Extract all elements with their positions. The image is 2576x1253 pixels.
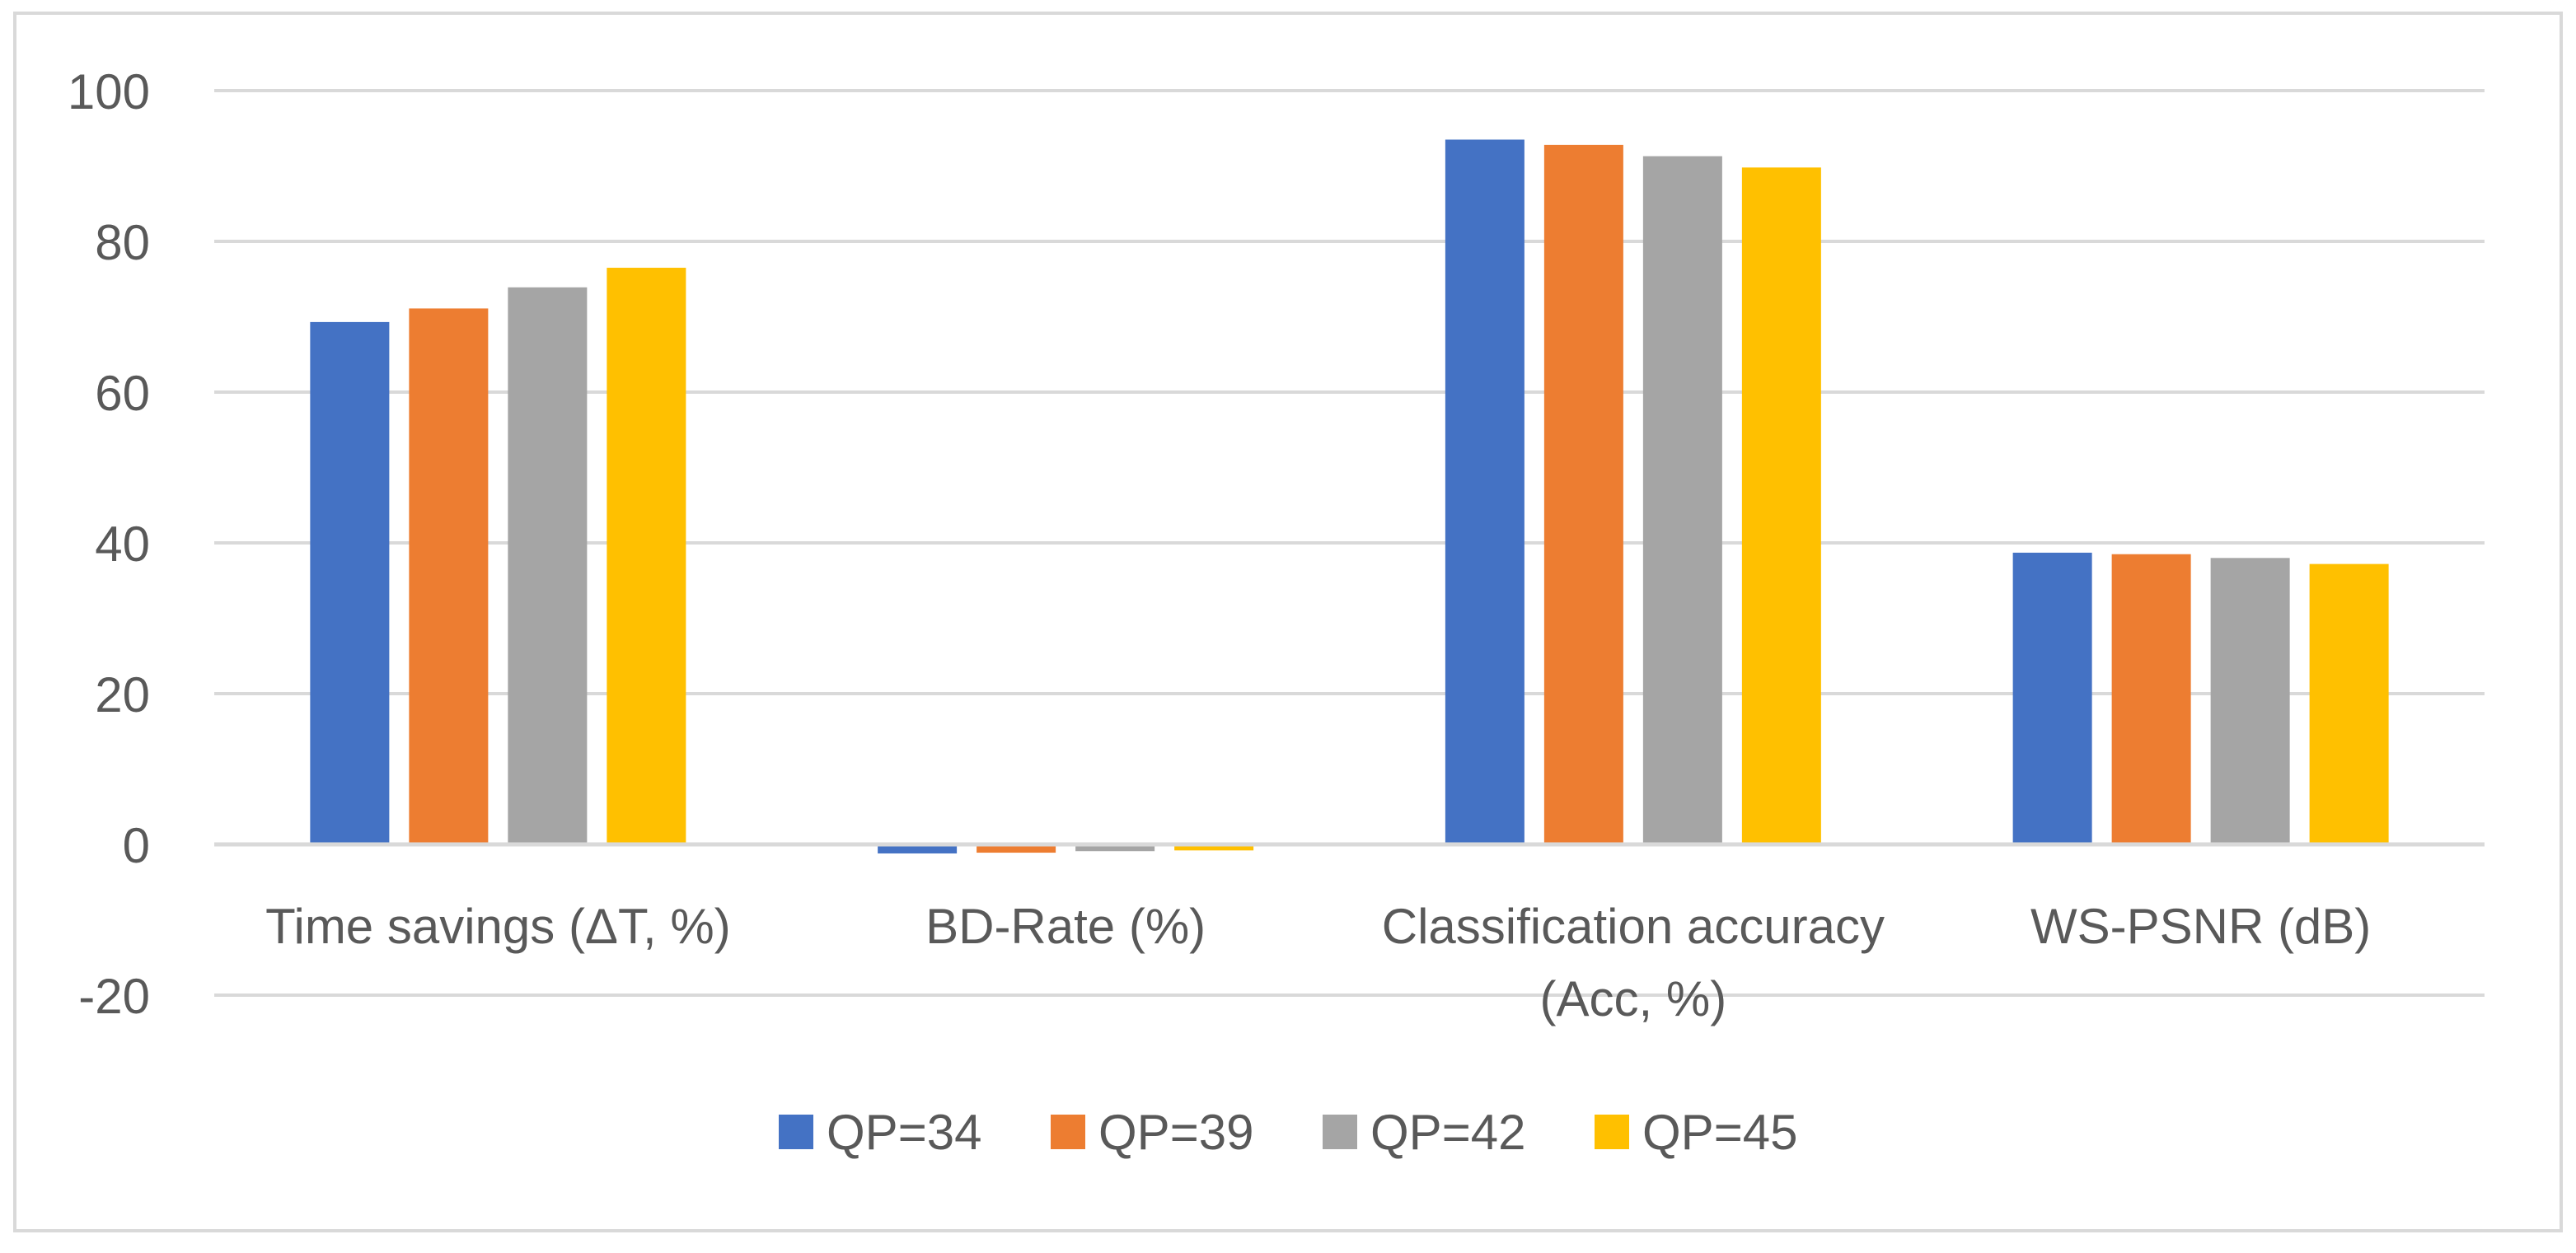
legend-item: QP=45 [1595,1105,1797,1160]
legend-label: QP=42 [1370,1105,1525,1160]
x-axis-category-labels: Time savings (ΔT, %) BD-Rate (%) Classific… [265,899,2371,1026]
x-category-label: Time savings (ΔT, %) [265,899,731,954]
bar-qp-42 [1075,844,1155,852]
y-tick-label: 80 [95,215,150,270]
legend-swatch [1595,1115,1629,1149]
y-tick-label: 20 [95,667,150,722]
bar-qp-39 [977,844,1056,853]
bar-qp-42 [508,287,588,844]
bar-qp-39 [409,308,489,844]
x-category-label-line: Time savings (ΔT, %) [265,899,731,954]
bar-qp-34 [2012,552,2092,844]
legend-item: QP=42 [1323,1105,1525,1160]
bar-qp-42 [2210,558,2290,844]
legend-item: QP=39 [1051,1105,1253,1160]
legend-swatch [1051,1115,1085,1149]
y-axis-ticks: 100 80 60 40 20 0 -20 [68,64,150,1024]
legend-item: QP=34 [779,1105,981,1160]
bar-qp-45 [1741,167,1821,844]
y-tick-label: -20 [78,969,150,1024]
x-category-label-line: BD-Rate (%) [925,899,1206,954]
legend-swatch [1323,1115,1357,1149]
x-category-label: WS-PSNR (dB) [2030,899,2371,954]
x-category-label: BD-Rate (%) [925,899,1206,954]
bar-qp-39 [2111,554,2191,844]
y-tick-label: 60 [95,366,150,421]
bar-qp-39 [1543,144,1623,844]
bars [310,139,2389,853]
x-category-label: Classification accuracy (Acc, %) [1382,899,1885,1026]
gridlines [214,89,2485,997]
bar-qp-45 [2309,563,2389,844]
bar-qp-34 [1445,139,1525,845]
legend-label: QP=45 [1642,1105,1797,1160]
bar-qp-45 [607,268,686,844]
legend-label: QP=39 [1098,1105,1253,1160]
bar-qp-42 [1642,156,1722,845]
bar-qp-34 [878,844,958,853]
legend-swatch [779,1115,813,1149]
y-tick-label: 100 [68,64,150,119]
y-tick-label: 0 [123,818,150,873]
x-category-label-line: (Acc, %) [1540,971,1727,1026]
legend: QP=34 QP=39 QP=42 QP=45 [779,1105,1797,1160]
legend-label: QP=34 [827,1105,981,1160]
y-tick-label: 40 [95,517,150,572]
bar-qp-45 [1174,844,1254,851]
x-category-label-line: WS-PSNR (dB) [2030,899,2371,954]
bar-qp-34 [310,321,390,844]
x-category-label-line: Classification accuracy [1382,899,1885,954]
